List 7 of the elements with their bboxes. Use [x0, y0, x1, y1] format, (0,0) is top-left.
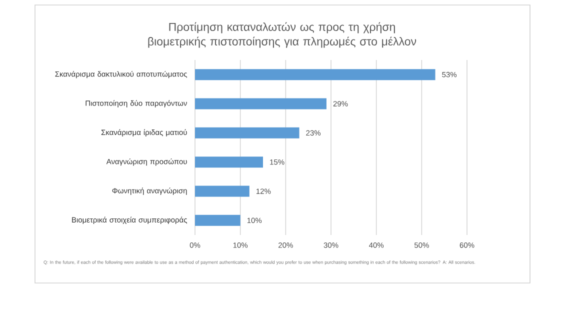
bar — [195, 214, 240, 226]
bar — [195, 127, 300, 138]
bar — [195, 69, 436, 80]
chart-title: Προτίμηση καταναλωτών ως προς τη χρήση βιομετρικής πιστοποίησης για πληρωμές στο μέλλον — [148, 22, 416, 48]
bar — [195, 186, 250, 197]
bar — [195, 156, 263, 168]
bar — [195, 98, 326, 110]
